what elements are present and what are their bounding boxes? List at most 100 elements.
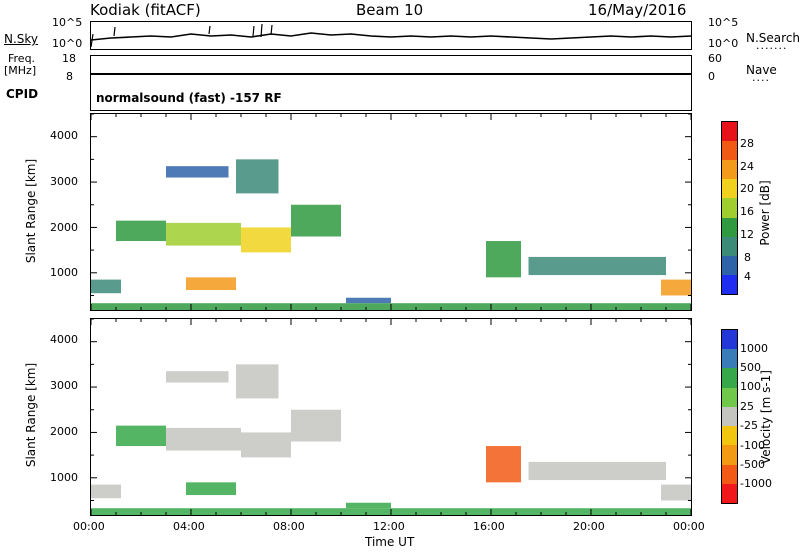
echo-region: [486, 446, 521, 483]
echo-region: [291, 204, 341, 237]
echo-region: [91, 484, 121, 499]
echo-region: [166, 222, 241, 246]
velocity-colorbar-label: Velocity [m s-1]: [759, 370, 773, 464]
echo-region: [91, 279, 121, 294]
power-ytick-3000: 3000: [50, 175, 78, 188]
cpid-label: CPID: [6, 87, 39, 101]
xtick-0000: 00:00: [73, 520, 105, 533]
power-cbtick-8: 8: [744, 251, 751, 264]
velocity-ytick-1000: 1000: [50, 471, 78, 484]
colorbar-segment: [722, 349, 737, 369]
echo-region: [346, 502, 391, 509]
freq-label-top: Freq.: [8, 52, 36, 65]
echo-region: [661, 279, 691, 296]
echo-region: [528, 256, 666, 276]
velocity-ytick-2000: 2000: [50, 425, 78, 438]
power-ylabel: Slant Range [km]: [24, 158, 38, 264]
xtick-2400: 00:00: [673, 520, 705, 533]
colorbar-segment: [722, 426, 737, 446]
nsky-trace: [90, 23, 692, 48]
velocity-cbtick-neg25: -25: [740, 419, 758, 432]
power-cbtick-20: 20: [740, 182, 754, 195]
velocity-cbtick-neg1000: -1000: [740, 477, 772, 490]
echo-region: [186, 277, 236, 291]
freq-tick-bottom: 8: [66, 70, 73, 83]
colorbar-segment: [722, 179, 737, 199]
colorbar-segment: [722, 198, 737, 219]
echo-region: [241, 432, 291, 458]
xtick-0800: 08:00: [273, 520, 305, 533]
xtick-1200: 12:00: [373, 520, 405, 533]
nave-tick-bottom: 0: [708, 70, 715, 83]
power-ytick-1000: 1000: [50, 266, 78, 279]
cpid-panel: [90, 80, 692, 111]
colorbar-segment: [722, 464, 737, 485]
velocity-ytick-3000: 3000: [50, 379, 78, 392]
echo-region: [291, 409, 341, 442]
echo-region: [528, 461, 666, 481]
colorbar-segment: [722, 368, 737, 389]
nsky-tick-top: 10^5: [52, 16, 83, 29]
colorbar-segment: [722, 217, 737, 238]
xtick-0400: 04:00: [173, 520, 205, 533]
colorbar-segment: [722, 330, 737, 350]
echo-region: [116, 220, 166, 242]
echo-region: [166, 427, 241, 451]
colorbar-segment: [722, 406, 737, 427]
colorbar-segment: [722, 445, 737, 466]
beam-title: Beam 10: [356, 1, 424, 19]
velocity-cbtick-neg500: -500: [740, 458, 765, 471]
colorbar-segment: [722, 160, 737, 180]
velocity-cbtick-neg100: -100: [740, 439, 765, 452]
x-axis-label: Time UT: [365, 535, 415, 549]
velocity-cbtick-500: 500: [740, 361, 761, 374]
colorbar-segment: [722, 274, 737, 295]
echo-region: [236, 364, 279, 399]
velocity-ytick-4000: 4000: [50, 333, 78, 346]
velocity-panel: [90, 318, 692, 516]
freq-tick-top: 18: [62, 52, 76, 65]
colorbar-segment: [722, 236, 737, 257]
power-cbtick-16: 16: [740, 205, 754, 218]
echo-region: [116, 425, 166, 447]
nave-tick-top: 60: [708, 52, 722, 65]
nsearch-label: N.Search: [746, 31, 800, 45]
nsearch-tick-top: 10^5: [708, 16, 739, 29]
power-colorbar: [721, 121, 738, 295]
colorbar-segment: [722, 387, 737, 408]
freq-panel: [90, 55, 692, 81]
station-title: Kodiak (fitACF): [90, 1, 201, 19]
echo-region: [661, 484, 691, 501]
power-colorbar-label: Power [dB]: [758, 180, 772, 246]
freq-trace: [91, 73, 691, 75]
velocity-cbtick-1000: 1000: [740, 342, 768, 355]
power-cbtick-4: 4: [744, 270, 751, 283]
freq-label-bottom: [MHz]: [4, 64, 37, 77]
xtick-2000: 20:00: [573, 520, 605, 533]
power-cbtick-12: 12: [740, 228, 754, 241]
echo-region: [166, 166, 229, 178]
power-panel: [90, 113, 692, 311]
nave-label: Nave: [746, 63, 777, 77]
xtick-1600: 16:00: [473, 520, 505, 533]
velocity-cbtick-25: 25: [740, 400, 754, 413]
colorbar-segment: [722, 255, 737, 276]
nsearch-dots: ·······: [756, 42, 788, 55]
date-title: 16/May/2016: [588, 1, 687, 19]
echo-region: [486, 241, 521, 278]
velocity-ylabel: Slant Range [km]: [24, 362, 38, 468]
nsky-tick-bottom: 10^0: [52, 37, 83, 50]
nsearch-tick-bottom: 10^0: [708, 37, 739, 50]
echo-region: [346, 297, 391, 304]
nsky-label: N.Sky: [4, 32, 39, 46]
echo-region: [166, 371, 229, 383]
nave-dots: ····: [752, 74, 770, 87]
cpid-text: normalsound (fast) -157 RF: [96, 91, 282, 105]
power-ytick-2000: 2000: [50, 221, 78, 234]
colorbar-segment: [722, 141, 737, 161]
echo-region: [186, 482, 236, 496]
colorbar-segment: [722, 483, 737, 504]
velocity-colorbar: [721, 329, 738, 504]
velocity-heatmap: [90, 318, 692, 515]
echo-region: [236, 159, 279, 194]
